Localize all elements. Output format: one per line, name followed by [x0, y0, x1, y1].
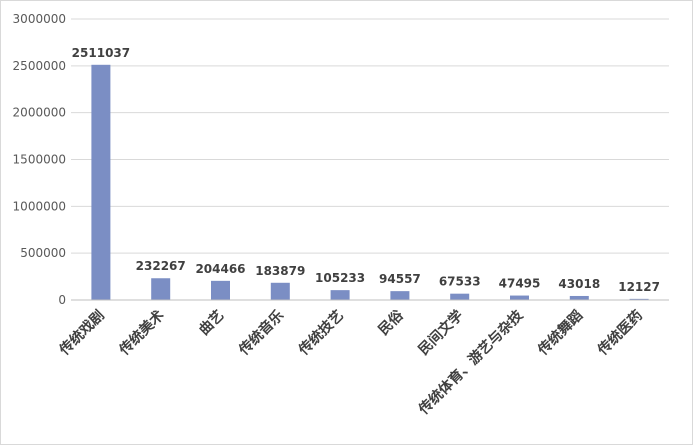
bars — [91, 64, 649, 300]
data-label: 105233 — [315, 271, 365, 285]
y-tick-label: 1500000 — [13, 153, 66, 167]
y-tick-label: 2500000 — [13, 59, 66, 73]
x-tick-label: 传统体育、游艺与杂技 — [415, 306, 527, 418]
x-tick-label: 传统美术 — [115, 307, 167, 359]
bar — [390, 291, 410, 300]
bar — [450, 293, 470, 300]
x-tick-label: 传统戏剧 — [55, 307, 107, 359]
bar — [569, 295, 589, 300]
data-label: 47495 — [499, 277, 541, 291]
bar — [629, 298, 649, 300]
x-tick-label: 曲艺 — [196, 307, 228, 339]
bar — [91, 64, 111, 300]
data-label: 43018 — [558, 277, 600, 291]
x-tick-label: 传统舞蹈 — [534, 307, 586, 359]
data-label: 183879 — [255, 264, 305, 278]
x-tick-label: 传统医药 — [594, 307, 646, 359]
bar — [510, 295, 529, 300]
bar — [151, 278, 171, 300]
data-label: 67533 — [439, 275, 481, 289]
data-labels: 2511037 232267 204466 183879 105233 94557 6753… — [72, 46, 660, 294]
x-tick-label: 民间文学 — [415, 307, 467, 359]
data-label: 232267 — [136, 259, 186, 273]
x-tick-label: 民俗 — [375, 306, 408, 339]
bar — [330, 290, 350, 300]
y-axis-ticks: 0 500000 1000000 1500000 2000000 2500000 30000… — [13, 12, 66, 307]
bar — [211, 280, 230, 300]
data-label: 94557 — [379, 272, 421, 286]
y-tick-label: 500000 — [20, 246, 66, 260]
y-tick-label: 0 — [58, 293, 66, 307]
gridlines — [71, 18, 669, 254]
bar — [270, 282, 290, 300]
y-tick-label: 3000000 — [13, 12, 66, 26]
x-tick-label: 传统技艺 — [295, 307, 347, 359]
data-label: 204466 — [195, 262, 245, 276]
data-label: 12127 — [618, 280, 660, 294]
data-label: 2511037 — [72, 46, 130, 60]
y-tick-label: 2000000 — [13, 106, 66, 120]
x-tick-label: 传统音乐 — [235, 307, 287, 359]
y-tick-label: 1000000 — [13, 199, 66, 213]
